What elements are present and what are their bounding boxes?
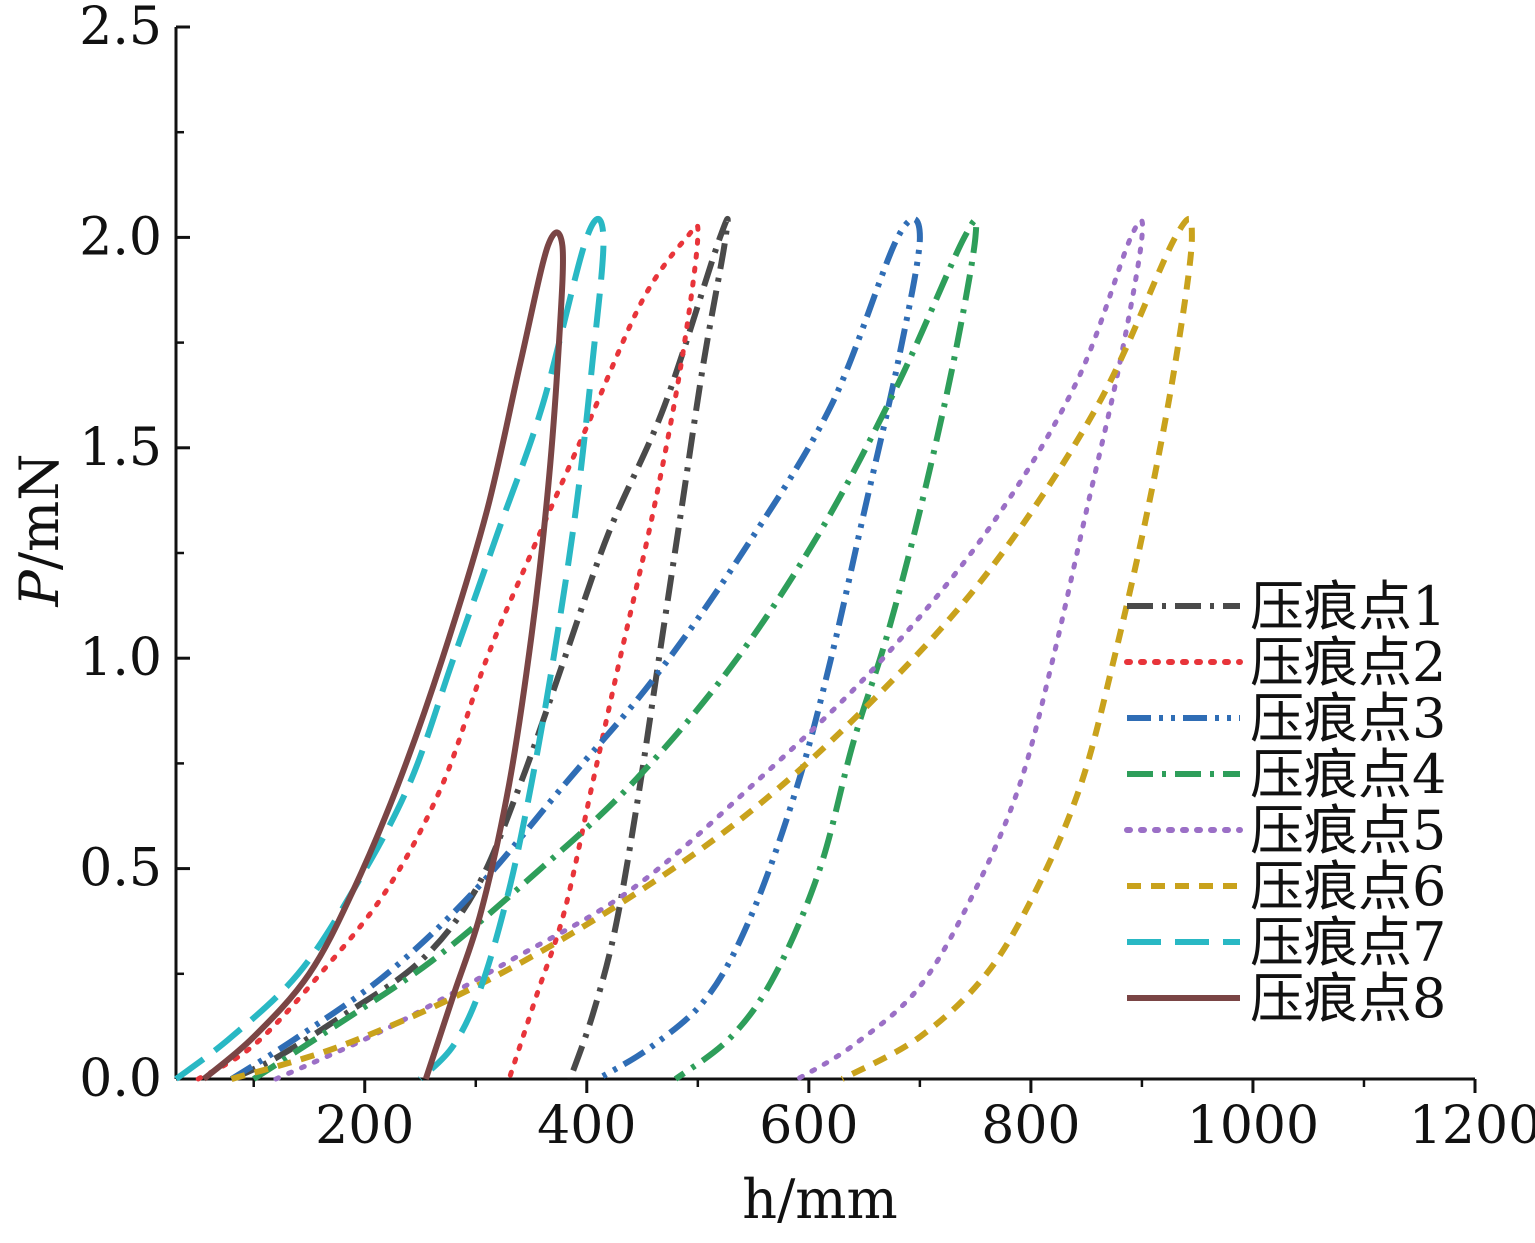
x-tick-label: 600 xyxy=(759,1096,858,1156)
series-line-8 xyxy=(201,229,566,1082)
y-axis-label-italic: P xyxy=(8,569,71,608)
legend-label-1: 压痕点1 xyxy=(1250,575,1446,638)
axes: 200 400 600 800 1000 1200 0.0 0.5 1.0 1.5 2.0 2.5 xyxy=(79,0,1535,1156)
x-tick-label: 200 xyxy=(315,1096,414,1156)
x-tick-label: 1000 xyxy=(1187,1096,1319,1156)
x-axis-label: h/mm xyxy=(742,1168,897,1231)
y-tick-label: 1.5 xyxy=(79,418,162,478)
legend-label-8: 压痕点8 xyxy=(1250,967,1446,1030)
series-line-2 xyxy=(195,222,701,1082)
legend-label-2: 压痕点2 xyxy=(1250,631,1446,694)
series-line-3 xyxy=(229,215,923,1082)
y-tick-label: 2.0 xyxy=(79,207,162,267)
y-axis-label-unit: /mN xyxy=(8,454,71,571)
y-tick-label: 0.0 xyxy=(79,1049,162,1109)
series-line-4 xyxy=(252,217,980,1082)
x-tick-label: 1200 xyxy=(1409,1096,1535,1156)
legend-label-6: 压痕点6 xyxy=(1250,855,1446,918)
legend-label-4: 压痕点4 xyxy=(1250,743,1446,806)
legend-label-3: 压痕点3 xyxy=(1250,687,1446,750)
series-line-6 xyxy=(230,215,1195,1082)
legend-label-7: 压痕点7 xyxy=(1250,911,1446,974)
x-tick-label: 800 xyxy=(981,1096,1080,1156)
y-tick-label: 1.0 xyxy=(79,628,162,688)
series-line-7 xyxy=(174,215,607,1082)
y-axis-label: P/mN xyxy=(8,454,71,608)
legend-label-5: 压痕点5 xyxy=(1250,799,1446,862)
y-tick-label: 0.5 xyxy=(79,839,162,899)
x-tick-label: 400 xyxy=(537,1096,636,1156)
series-line-1 xyxy=(230,215,731,1082)
y-tick-label: 2.5 xyxy=(79,0,162,57)
series-line-5 xyxy=(273,217,1146,1082)
series-layer xyxy=(174,215,1195,1082)
